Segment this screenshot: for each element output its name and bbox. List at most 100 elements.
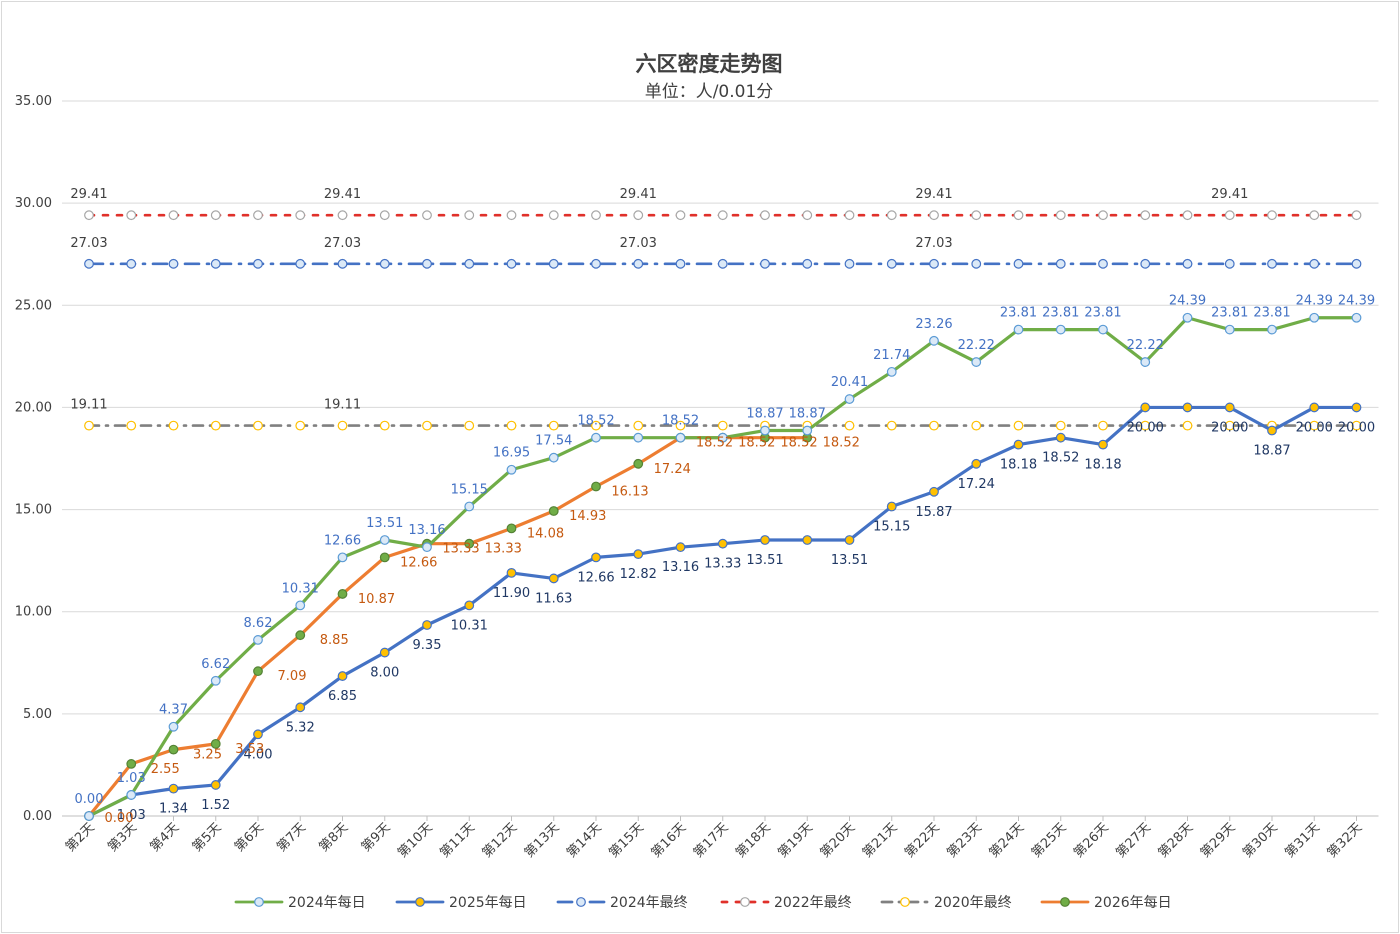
- final-2022-point: [1351, 210, 1362, 221]
- legend-label: 2022年最终: [774, 895, 852, 911]
- daily-2024-label: 13.16: [408, 523, 445, 538]
- daily-2025-label: 10.31: [451, 618, 488, 633]
- x-tick-label: 第10天: [395, 820, 436, 861]
- daily-2024-point: [1309, 312, 1320, 323]
- final-2024-point: [337, 258, 348, 269]
- daily-2025-label: 1.03: [117, 808, 146, 823]
- final-2022-point: [126, 210, 137, 221]
- y-axis-ticks: 0.00 5.00 10.00 15.00 20.00 25.00 30.00 35.00: [15, 94, 52, 824]
- final-2020-point: [929, 420, 939, 431]
- final-2024-point: [1098, 258, 1108, 269]
- x-tick-label: 第11天: [437, 820, 478, 861]
- daily-2024-label: 23.81: [1211, 306, 1248, 321]
- daily-2026-point: [633, 458, 644, 469]
- final-2024-point: [126, 258, 137, 269]
- daily-2024-point: [1013, 324, 1024, 335]
- final-2024-label: 27.03: [70, 236, 107, 251]
- daily-2025-point: [591, 552, 601, 563]
- final-2022-point: [1224, 210, 1235, 221]
- daily-2025-point: [1098, 439, 1108, 450]
- final-2022-point: [971, 210, 982, 221]
- final-2022-point: [337, 210, 348, 221]
- daily-2026-label: 16.13: [611, 484, 648, 499]
- daily-2025-label: 13.51: [831, 553, 868, 568]
- daily-2025-label: 11.90: [493, 586, 530, 601]
- final-2024-point: [1055, 258, 1066, 269]
- daily-2024-label: 22.22: [958, 338, 995, 353]
- daily-2024-point: [253, 635, 263, 645]
- daily-2024-point: [337, 552, 348, 563]
- daily-2024-point: [886, 366, 897, 377]
- final-2022-point: [1309, 210, 1320, 221]
- daily-2024-label: 24.39: [1169, 294, 1206, 309]
- final-2020-point: [1351, 420, 1362, 431]
- final-2022-point: [1055, 210, 1066, 221]
- daily-2024-label: 18.52: [577, 414, 614, 429]
- final-2022-point: [295, 210, 306, 221]
- final-2022-point: [422, 210, 432, 221]
- daily-2024-point: [929, 335, 939, 346]
- daily-2024-label: 21.74: [873, 348, 910, 363]
- final-2020-point: [253, 420, 263, 431]
- final-2022-point: [802, 210, 813, 221]
- daily-2026-label: 2.55: [151, 762, 180, 777]
- final-2020-point: [1013, 420, 1024, 431]
- x-tick-label: 第29天: [1198, 820, 1239, 861]
- daily-2024-point: [802, 425, 813, 436]
- daily-2024-point: [844, 394, 855, 404]
- final-2024-point: [675, 258, 686, 269]
- daily-2024-label: 15.15: [451, 483, 488, 498]
- daily-2025-point: [1013, 439, 1024, 450]
- daily-2025-label: 4.00: [244, 747, 273, 762]
- data-labels: 29.41 29.41 29.41 29.41 29.41 27.03 27.03 27.03…: [70, 187, 1375, 826]
- daily-2025-point: [675, 542, 686, 553]
- daily-2025-label: 13.33: [704, 557, 741, 572]
- daily-2024-label: 23.81: [1253, 306, 1290, 321]
- chart-title: 六区密度走势图: [636, 52, 783, 76]
- legend: 2024年每日 2025年每日 2024年最终 2022年最终 2020年最终 2026年…: [234, 895, 1172, 911]
- daily-2024-point: [1055, 324, 1066, 335]
- daily-2025-label: 13.16: [662, 560, 699, 575]
- final-2024-point: [802, 258, 813, 269]
- daily-2025-label: 6.85: [328, 689, 357, 704]
- daily-2026-point: [506, 523, 517, 534]
- final-2022-point: [506, 210, 517, 221]
- final-2020-point: [1140, 420, 1151, 431]
- legend-label: 2020年最终: [934, 895, 1012, 911]
- daily-2024-point: [760, 425, 770, 436]
- daily-2024-point: [591, 432, 601, 443]
- legend-label: 2024年最终: [610, 895, 688, 911]
- final-2024-point: [295, 258, 306, 269]
- y-tick-label: 10.00: [15, 605, 52, 620]
- y-tick-label: 15.00: [15, 503, 52, 518]
- final-2024-point: [210, 258, 221, 269]
- final-2020-point: [844, 420, 855, 431]
- final-2024-point: [1224, 258, 1235, 269]
- daily-2025-point: [506, 568, 517, 578]
- x-tick-label: 第8天: [316, 820, 351, 855]
- x-tick-label: 第32天: [1325, 820, 1366, 861]
- daily-2024-label: 23.81: [1084, 306, 1121, 321]
- legend-item: 2022年最终: [720, 895, 852, 911]
- legend-item: 2020年最终: [880, 895, 1012, 911]
- final-2020-point: [1309, 420, 1320, 431]
- x-tick-label: 第18天: [733, 820, 774, 861]
- daily-2024-label: 16.95: [493, 446, 530, 461]
- daily-2024-label: 8.62: [244, 616, 273, 631]
- final-2022-point: [1182, 210, 1193, 221]
- daily-2024-point: [464, 501, 475, 512]
- final-2024-point: [1140, 258, 1151, 269]
- x-tick-label: 第27天: [1113, 820, 1154, 861]
- daily-2026-label: 18.52: [738, 436, 775, 451]
- final-2024-label: 27.03: [915, 236, 952, 251]
- x-tick-label: 第19天: [775, 820, 816, 861]
- daily-2026-label: 18.52: [696, 436, 733, 451]
- final-2024-point: [1182, 258, 1193, 269]
- final-2024-point: [548, 258, 559, 269]
- daily-2024-point: [717, 432, 728, 443]
- final-2020-point: [168, 420, 179, 431]
- final-2022-point: [675, 210, 686, 221]
- final-2020-point: [464, 420, 475, 431]
